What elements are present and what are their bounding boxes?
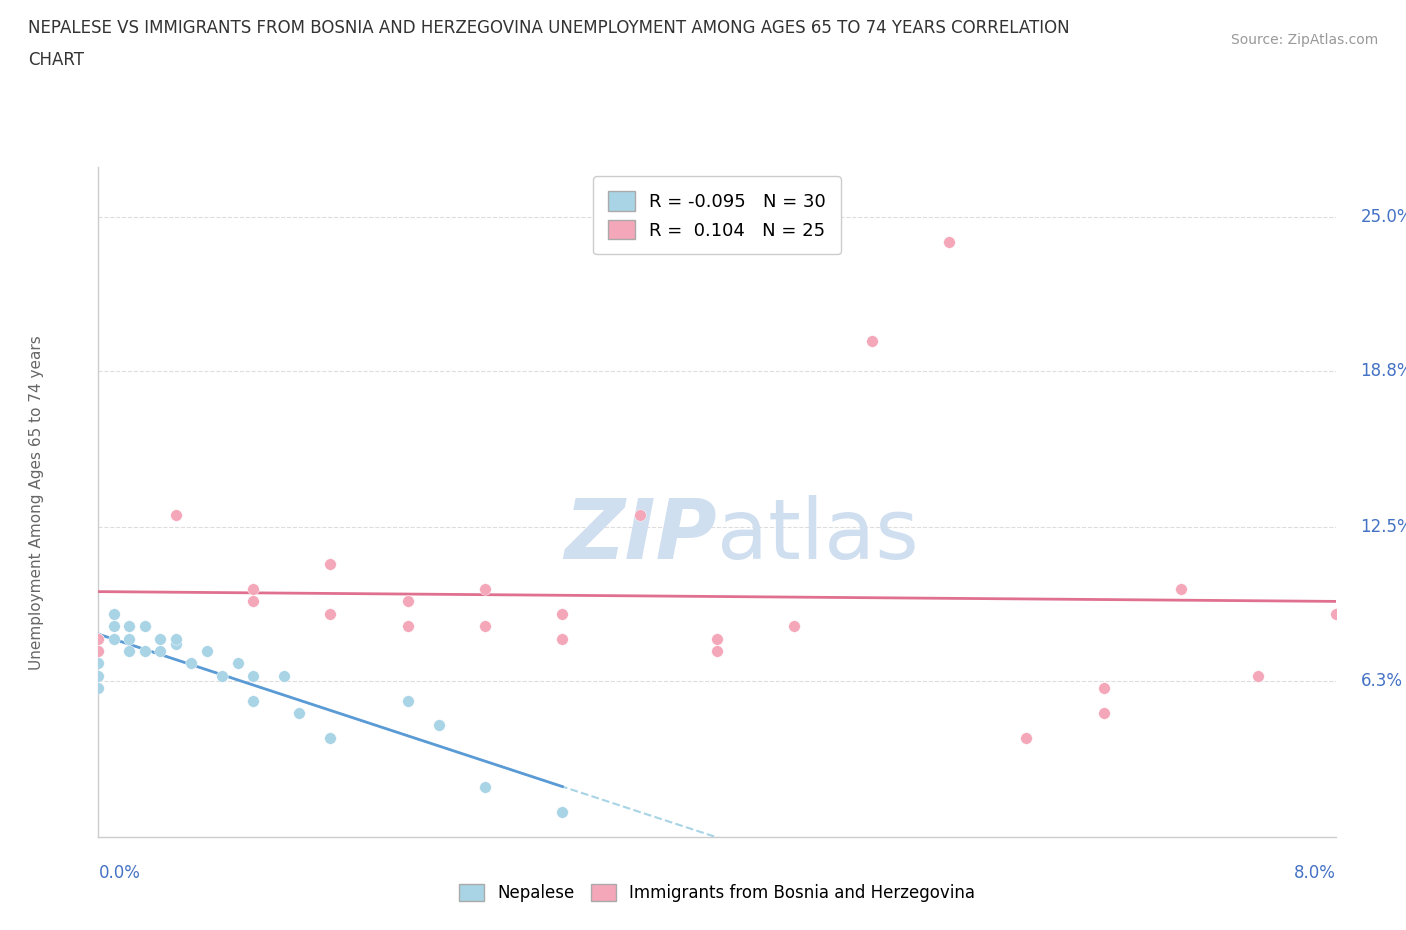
Point — [87, 631, 110, 646]
Point — [551, 804, 574, 819]
Text: 0.0%: 0.0% — [98, 864, 141, 882]
Point — [180, 656, 202, 671]
Point — [396, 618, 419, 633]
Point — [474, 618, 496, 633]
Point — [288, 706, 311, 721]
Text: Unemployment Among Ages 65 to 74 years: Unemployment Among Ages 65 to 74 years — [30, 335, 44, 670]
Point — [1092, 706, 1115, 721]
Point — [118, 644, 141, 658]
Point — [118, 631, 141, 646]
Point — [706, 631, 728, 646]
Point — [242, 594, 264, 609]
Point — [242, 581, 264, 596]
Point — [195, 644, 218, 658]
Point — [273, 669, 295, 684]
Text: NEPALESE VS IMMIGRANTS FROM BOSNIA AND HERZEGOVINA UNEMPLOYMENT AMONG AGES 65 TO: NEPALESE VS IMMIGRANTS FROM BOSNIA AND H… — [28, 19, 1070, 36]
Point — [783, 618, 806, 633]
Text: 8.0%: 8.0% — [1294, 864, 1336, 882]
Point — [87, 644, 110, 658]
Point — [474, 780, 496, 795]
Point — [427, 718, 450, 733]
Text: CHART: CHART — [28, 51, 84, 69]
Point — [87, 656, 110, 671]
Point — [165, 636, 187, 651]
Point — [860, 334, 883, 349]
Legend: Nepalese, Immigrants from Bosnia and Herzegovina: Nepalese, Immigrants from Bosnia and Her… — [453, 878, 981, 909]
Point — [165, 631, 187, 646]
Text: ZIP: ZIP — [564, 495, 717, 577]
Point — [103, 631, 125, 646]
Point — [134, 644, 156, 658]
Text: 18.8%: 18.8% — [1361, 362, 1406, 379]
Point — [226, 656, 249, 671]
Text: 6.3%: 6.3% — [1361, 671, 1402, 690]
Point — [319, 606, 342, 621]
Point — [551, 606, 574, 621]
Point — [1170, 581, 1192, 596]
Point — [149, 644, 172, 658]
Point — [87, 669, 110, 684]
Point — [706, 644, 728, 658]
Point — [319, 730, 342, 745]
Point — [165, 507, 187, 522]
Point — [1092, 681, 1115, 696]
Point — [474, 581, 496, 596]
Point — [211, 669, 233, 684]
Point — [628, 507, 651, 522]
Text: 12.5%: 12.5% — [1361, 518, 1406, 536]
Point — [551, 631, 574, 646]
Point — [149, 631, 172, 646]
Text: atlas: atlas — [717, 495, 918, 577]
Point — [103, 618, 125, 633]
Point — [87, 644, 110, 658]
Point — [1324, 606, 1347, 621]
Point — [242, 693, 264, 708]
Point — [103, 606, 125, 621]
Point — [319, 557, 342, 572]
Text: Source: ZipAtlas.com: Source: ZipAtlas.com — [1230, 33, 1378, 46]
Point — [87, 681, 110, 696]
Text: 25.0%: 25.0% — [1361, 208, 1406, 226]
Point — [1015, 730, 1038, 745]
Point — [938, 234, 960, 249]
Point — [396, 594, 419, 609]
Point — [134, 618, 156, 633]
Point — [396, 693, 419, 708]
Point — [242, 669, 264, 684]
Point — [87, 631, 110, 646]
Point — [118, 618, 141, 633]
Point — [1247, 669, 1270, 684]
